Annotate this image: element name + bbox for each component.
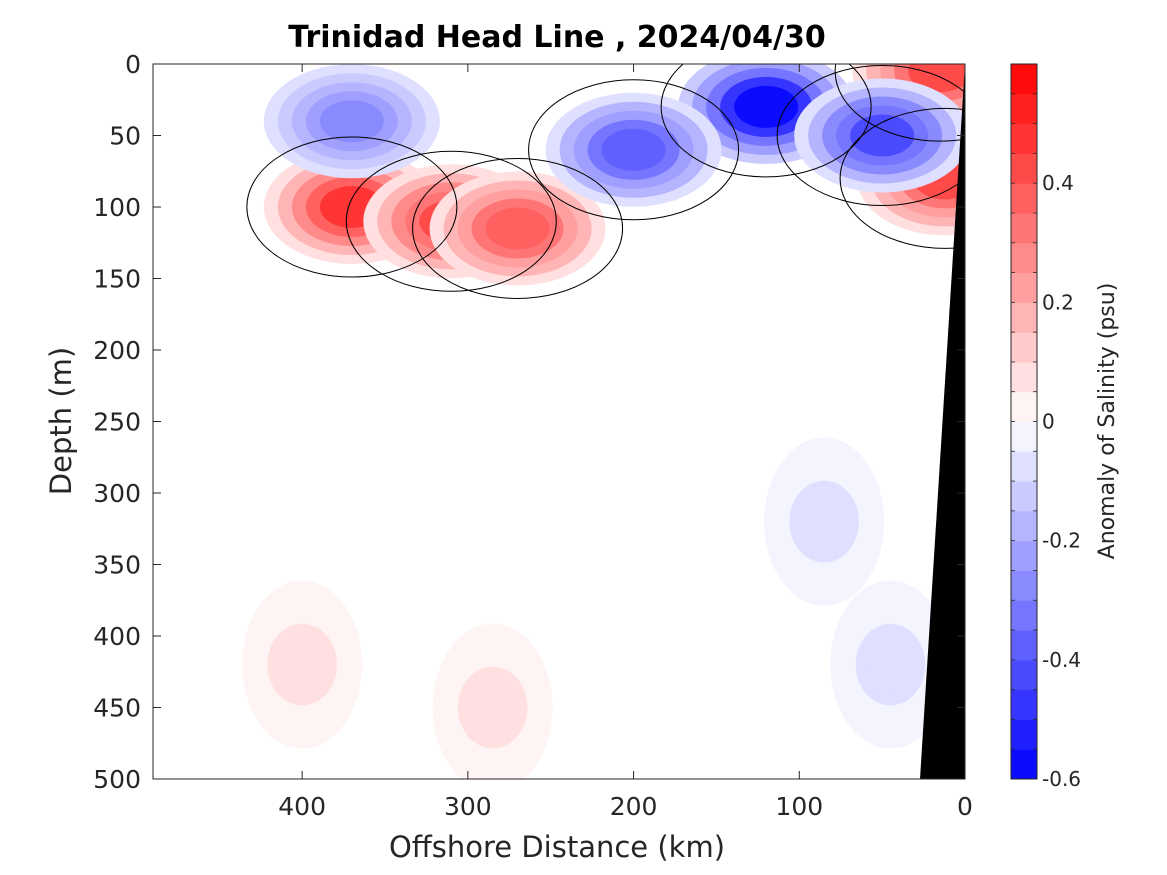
colorbar-level xyxy=(1011,719,1037,750)
colorbar-level xyxy=(1011,481,1037,512)
anomaly-feature-negative xyxy=(764,437,885,606)
anomaly-feature-negative xyxy=(794,78,965,193)
salinity-field xyxy=(242,64,965,779)
colorbar-level xyxy=(1011,391,1037,422)
colorbar-tick-label: 0.2 xyxy=(1042,290,1074,314)
colorbar-level xyxy=(1011,153,1037,184)
colorbar-level xyxy=(1011,302,1037,333)
colorbar-level xyxy=(1011,272,1037,303)
colorbar-level xyxy=(1011,540,1037,571)
colorbar-level xyxy=(1011,421,1037,452)
colorbar-tick-label: 0 xyxy=(1042,410,1055,434)
colorbar-level xyxy=(1011,749,1037,780)
anomaly-feature-positive xyxy=(242,580,363,749)
colorbar-level xyxy=(1011,361,1037,393)
zero-contour xyxy=(528,79,740,221)
colorbar-frame xyxy=(1010,63,1038,780)
anomaly-feature-positive xyxy=(432,623,553,779)
x-tick-label: 100 xyxy=(775,792,823,821)
chart-title: Trinidad Head Line , 2024/04/30 xyxy=(288,20,825,55)
zero-contour xyxy=(412,157,624,299)
colorbar-level xyxy=(1011,451,1037,482)
colorbar-level xyxy=(1011,510,1037,542)
y-tick-label: 100 xyxy=(93,193,141,222)
y-tick-label: 0 xyxy=(125,50,141,79)
colorbar-level xyxy=(1011,659,1037,691)
y-tick-label: 300 xyxy=(93,479,141,508)
colorbar-level xyxy=(1011,570,1037,601)
anomaly-feature-negative xyxy=(263,64,440,179)
zero-contour xyxy=(834,64,965,142)
y-tick-label: 150 xyxy=(93,265,141,294)
x-tick-label: 0 xyxy=(957,792,973,821)
y-tick-label: 200 xyxy=(93,336,141,365)
colorbar-tick-label: -0.6 xyxy=(1042,767,1081,791)
colorbar-level xyxy=(1011,600,1037,631)
colorbar-level xyxy=(1011,689,1037,720)
x-axis-label: Offshore Distance (km) xyxy=(389,830,725,864)
x-tick-label: 400 xyxy=(278,792,326,821)
x-tick-label: 200 xyxy=(610,792,658,821)
colorbar-level xyxy=(1011,93,1037,125)
y-tick-label: 50 xyxy=(109,122,141,151)
colorbar-tick-label: 0.4 xyxy=(1042,171,1074,195)
colorbar-level xyxy=(1011,123,1037,154)
colorbar-level xyxy=(1011,212,1037,244)
zero-contour xyxy=(660,64,872,178)
anomaly-feature-positive xyxy=(429,171,606,286)
y-tick-label: 350 xyxy=(93,551,141,580)
colorbar-level xyxy=(1011,183,1037,214)
y-tick-label: 250 xyxy=(93,408,141,437)
y-tick-label: 500 xyxy=(93,765,141,794)
anomaly-feature-negative xyxy=(830,580,951,749)
colorbar-level xyxy=(1011,630,1037,661)
y-axis-label: Depth (m) xyxy=(44,347,78,495)
zero-contour xyxy=(246,136,458,278)
zero-contour-lines xyxy=(246,64,965,299)
colorbar-level xyxy=(1011,64,1037,95)
y-tick-label: 400 xyxy=(93,622,141,651)
colorbar-level xyxy=(1011,332,1037,363)
colorbar-level xyxy=(1011,242,1037,274)
zero-contour xyxy=(776,65,965,206)
zero-contour xyxy=(345,150,557,292)
bathymetry-wedge xyxy=(920,64,965,779)
y-axis-ticks: 0 50 100 150 200 250 300 350 400 450 500 xyxy=(93,50,965,794)
colorbar-tick-label: -0.4 xyxy=(1042,648,1081,672)
colorbar-label: Anomaly of Salinity (psu) xyxy=(1095,283,1120,560)
colorbar: 0.4 0.2 0 -0.2 -0.4 -0.6 xyxy=(1010,63,1081,791)
colorbar-tick-label: -0.2 xyxy=(1042,529,1081,553)
zero-contour xyxy=(839,107,965,249)
anomaly-feature-negative xyxy=(545,92,722,207)
x-axis-ticks: 400 300 200 100 0 xyxy=(278,64,973,821)
x-tick-label: 300 xyxy=(444,792,492,821)
y-tick-label: 450 xyxy=(93,694,141,723)
